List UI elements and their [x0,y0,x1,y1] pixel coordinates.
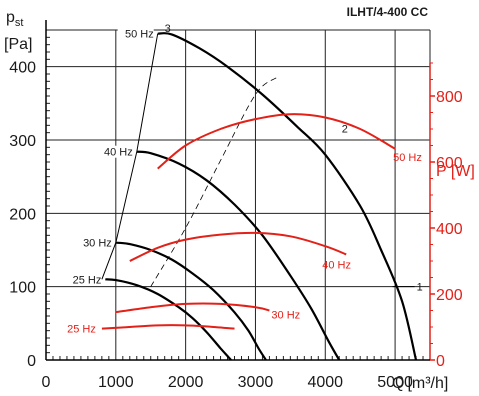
power-curve-25-hz [101,324,235,330]
point-label-1: 1 [417,282,423,294]
pressure-label-3: 25 Hz [73,274,102,286]
y-tick-label-right-600: 600 [436,155,463,172]
y-tick-label-left-200: 200 [9,206,36,223]
y-tick-label-left-100: 100 [9,280,36,297]
x-tick-label-2000: 2000 [168,374,204,391]
point-label-3: 3 [165,23,171,35]
pressure-curve-50-hz [157,32,418,361]
y-axis-left-unit: [Pa] [4,36,32,53]
x-tick-label-1000: 1000 [98,374,134,391]
dashed-system-parabola [150,77,277,287]
x-tick-label-3000: 3000 [238,374,274,391]
y-tick-label-left-400: 400 [9,60,36,77]
power-curve-40-hz [129,231,347,262]
power-label-0: 50 Hz [393,152,422,164]
pressure-label-2: 30 Hz [83,238,112,250]
pressure-label-1: 40 Hz [104,147,133,159]
x-axis-label: Q [m³/h] [392,375,448,392]
stall-boundary-line [101,33,159,280]
x-tick-label-0: 0 [42,374,51,391]
pressure-label-2-bg [75,236,112,249]
power-label-2: 30 Hz [271,310,300,322]
labels: ILHT/4-400 CC pst [Pa] P [W] Q [m³/h] 50 … [4,5,475,392]
power-label-3: 25 Hz [67,324,96,336]
y-axis-right-label: P [W] [436,163,475,180]
grid: 0 1000 2000 3000 4000 50000100200300400020040… [9,20,463,391]
point-label-2: 2 [342,124,348,136]
pressure-curve-25-hz [105,278,232,361]
x-tick-label-4000: 4000 [307,374,343,391]
y-tick-label-right-800: 800 [436,89,463,106]
x-tick-label-5000: 5000 [377,374,413,391]
y-axis-left-symbol: pst [6,9,23,29]
pressure-label-3-bg [65,273,102,286]
y-tick-label-left-0: 0 [27,353,36,370]
power-label-1: 40 Hz [322,259,351,271]
chart-title: ILHT/4-400 CC [347,5,429,19]
pressure-curve-30-hz [115,241,267,361]
y-tick-label-right-0: 0 [436,353,445,370]
curves [101,32,418,361]
power-curve-50-hz [157,113,396,170]
y-tick-label-right-200: 200 [436,287,463,304]
y-tick-label-right-400: 400 [436,221,463,238]
pressure-curve-40-hz [136,150,341,361]
pressure-label-1-bg [96,145,133,158]
y-tick-label-left-300: 300 [9,133,36,150]
pressure-label-0-bg [117,27,154,40]
power-label-3-bg [59,322,96,335]
pressure-label-0: 50 Hz [125,29,154,41]
power-curve-30-hz [115,302,270,314]
